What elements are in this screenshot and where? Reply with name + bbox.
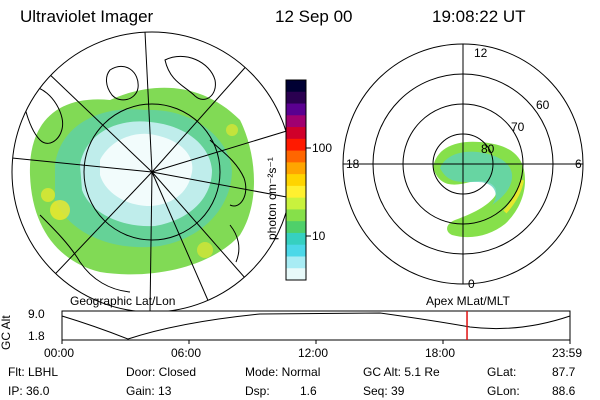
mlt-label-0: 0 xyxy=(468,277,475,291)
lat-label-70: 70 xyxy=(511,120,525,134)
colorbar xyxy=(285,79,311,281)
x-tick-2359: 23:59 xyxy=(552,346,583,360)
apex-caption: Apex MLat/MLT xyxy=(426,294,510,308)
colorbar-stripe xyxy=(286,221,306,234)
colorbar-stripe xyxy=(286,185,306,199)
door-info: Door: Closed xyxy=(126,365,197,379)
colorbar-stripe xyxy=(286,174,306,187)
dsp-value: 1.6 xyxy=(300,384,317,398)
altitude-ylabel: GC Alt xyxy=(0,315,13,350)
glon-value: 88.6 xyxy=(552,384,576,398)
mode-info: Mode: Normal xyxy=(245,365,321,379)
colorbar-stripe xyxy=(286,80,306,93)
colorbar-stripe xyxy=(286,150,306,163)
dsp-label: Dsp: xyxy=(245,384,270,398)
gc-alt-info: GC Alt: 5.1 Re xyxy=(363,365,440,379)
mlt-label-6: 6 xyxy=(575,157,582,171)
x-tick-1200: 12:00 xyxy=(298,346,329,360)
colorbar-stripe xyxy=(286,268,306,281)
colorbar-stripe xyxy=(286,115,306,128)
colorbar-stripe xyxy=(286,232,306,246)
lat-label-80: 80 xyxy=(481,142,495,156)
colorbar-stripe xyxy=(286,162,306,175)
polar-plot xyxy=(342,43,584,285)
glat-value: 87.7 xyxy=(552,365,576,379)
colorbar-stripe xyxy=(286,209,306,222)
altitude-chart xyxy=(61,310,571,344)
colorbar-tick-10: 10 xyxy=(312,229,326,243)
date-label: 12 Sep 00 xyxy=(275,7,353,26)
ip-info: IP: 36.0 xyxy=(8,384,50,398)
x-tick-0000: 00:00 xyxy=(44,346,75,360)
colorbar-tick-100: 100 xyxy=(312,141,333,155)
colorbar-stripe xyxy=(286,127,306,140)
colorbar-stripe xyxy=(286,256,306,269)
seq-info: Seq: 39 xyxy=(363,384,405,398)
lat-label-60: 60 xyxy=(536,98,550,112)
colorbar-stripe xyxy=(286,138,306,152)
instrument-title: Ultraviolet Imager xyxy=(20,7,154,26)
geographic-caption: Geographic Lat/Lon xyxy=(70,294,176,308)
mlt-label-18: 18 xyxy=(346,157,360,171)
colorbar-stripe xyxy=(286,103,306,116)
x-tick-1800: 18:00 xyxy=(425,346,456,360)
geographic-map xyxy=(11,31,293,313)
colorbar-stripe xyxy=(286,244,306,257)
altitude-y-high: 9.0 xyxy=(28,307,45,321)
mlt-label-12: 12 xyxy=(474,46,488,60)
gain-info: Gain: 13 xyxy=(126,384,172,398)
colorbar-unit-label: photon cm⁻²s⁻¹ xyxy=(265,157,279,240)
time-label: 19:08:22 UT xyxy=(432,7,526,26)
filter-info: Flt: LBHL xyxy=(8,365,59,379)
glon-label: GLon: xyxy=(487,384,520,398)
altitude-y-low: 1.8 xyxy=(28,329,45,343)
glat-label: GLat: xyxy=(487,365,517,379)
colorbar-stripe xyxy=(286,197,306,210)
x-tick-0600: 06:00 xyxy=(171,346,202,360)
colorbar-stripe xyxy=(286,91,306,105)
